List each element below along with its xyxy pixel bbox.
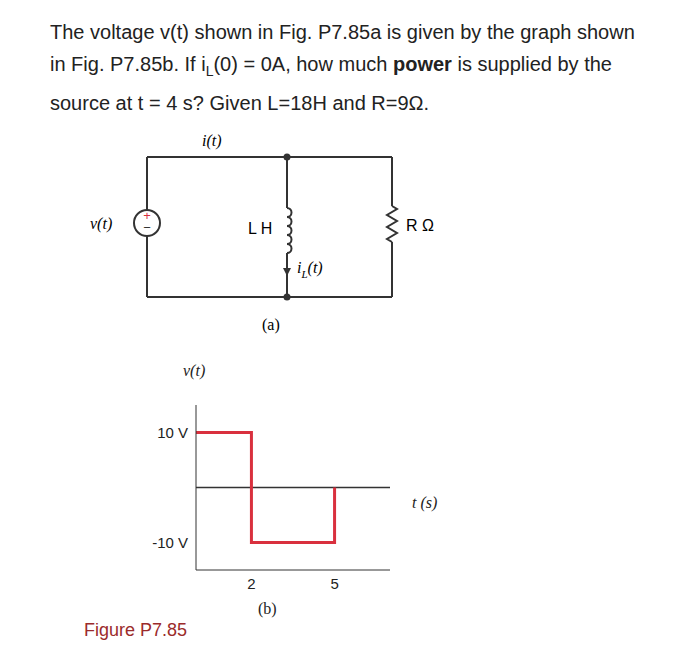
svg-text:L H: L H — [248, 220, 272, 237]
html-text:The voltage v(t) shown in Fig.: The voltage v(t) shown in Fig. P7.85a is… — [50, 21, 635, 43]
html-text:t (s): t (s) — [412, 494, 438, 511]
svg-text:−: − — [143, 220, 151, 235]
html-text:in Fig. P7.85b. If iL(0) = 0A,: in Fig. P7.85b. If iL(0) = 0A, how much … — [50, 53, 612, 79]
html-text:Figure P7.85: Figure P7.85 — [84, 620, 188, 640]
svg-text:-10 V: -10 V — [152, 534, 188, 551]
html-text:(b): (b) — [258, 600, 277, 617]
svg-text:iL(t): iL(t) — [297, 259, 323, 280]
svg-text:5: 5 — [330, 575, 338, 592]
svg-text:2: 2 — [247, 575, 255, 592]
svg-text:(a): (a) — [262, 316, 280, 334]
html-text:source at t = 4 s? Given L=18H: source at t = 4 s? Given L=18H and R=9Ω. — [50, 92, 430, 114]
svg-text:i(t): i(t) — [202, 132, 222, 150]
html-text:v(t): v(t) — [183, 362, 206, 379]
svg-text:v(t): v(t) — [90, 215, 112, 233]
svg-text:10 V: 10 V — [157, 424, 188, 441]
svg-text:R Ω: R Ω — [406, 217, 434, 234]
